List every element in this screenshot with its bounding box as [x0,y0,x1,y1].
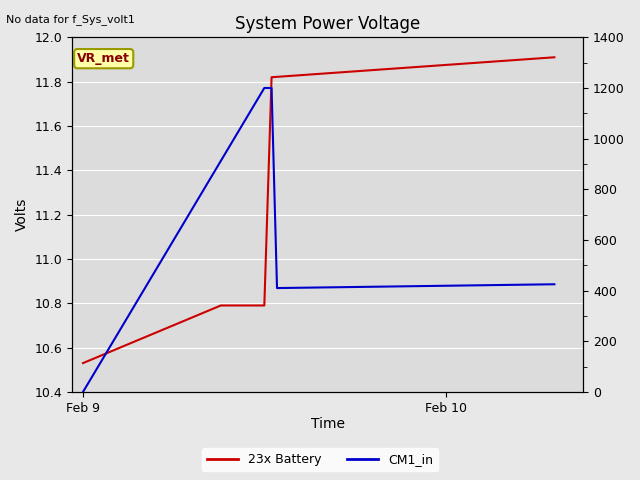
Text: VR_met: VR_met [77,52,130,65]
Y-axis label: Volts: Volts [15,198,29,231]
CM1_in [260,85,268,91]
Title: System Power Voltage: System Power Voltage [235,15,420,33]
23x Battery [268,74,275,80]
23x Battery [79,360,87,366]
CM1_in [550,281,558,287]
23x Battery [217,302,225,308]
X-axis label: Time: Time [311,418,345,432]
CM1_in [273,285,281,291]
Line: 23x Battery: 23x Battery [83,57,554,363]
23x Battery [550,54,558,60]
Line: CM1_in: CM1_in [83,88,554,392]
23x Battery [260,302,268,308]
CM1_in [268,85,275,91]
CM1_in [79,389,87,395]
Legend: 23x Battery, CM1_in: 23x Battery, CM1_in [202,448,438,471]
Text: No data for f_Sys_volt1: No data for f_Sys_volt1 [6,14,135,25]
